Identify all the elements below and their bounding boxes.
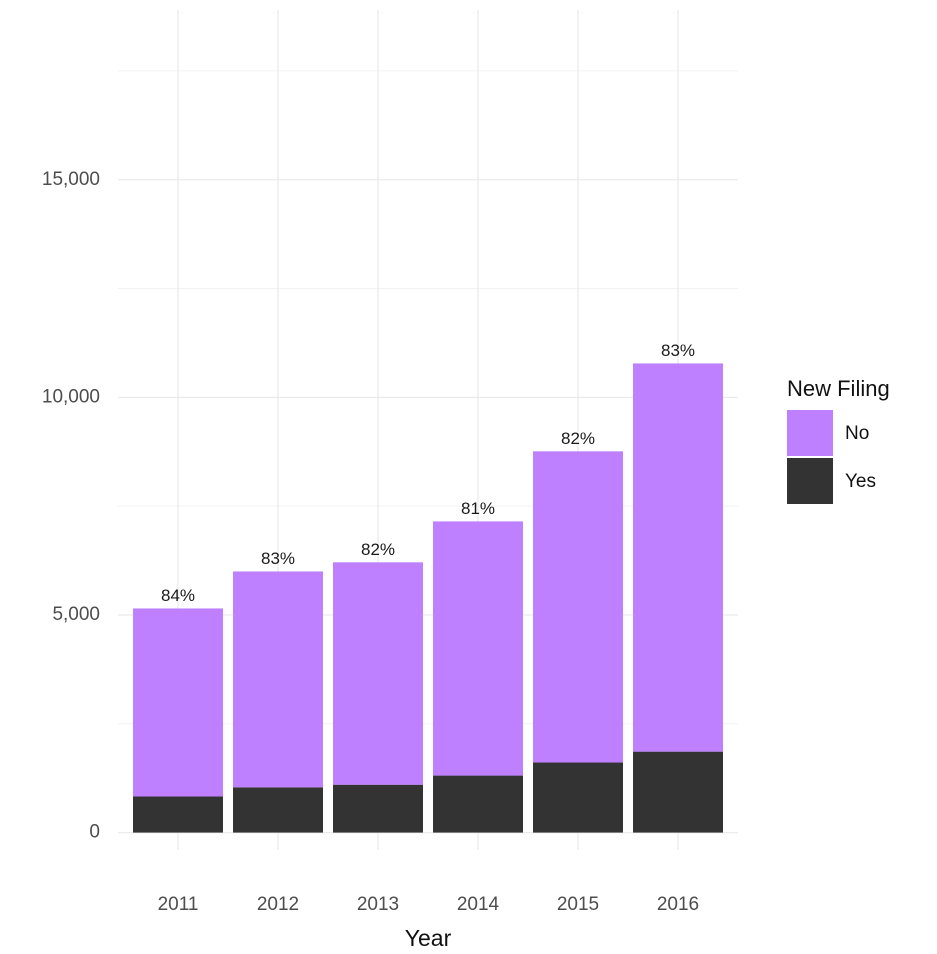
legend-label: No [845, 423, 869, 444]
bar-segment [333, 562, 423, 785]
bar-segment [233, 787, 323, 833]
data-label: 82% [361, 540, 395, 559]
bar-segment [533, 451, 623, 763]
legend-label: Yes [845, 471, 876, 492]
data-label: 81% [461, 499, 495, 518]
bar-segment [533, 762, 623, 833]
x-tick-label: 2016 [657, 894, 699, 915]
data-label: 83% [661, 341, 695, 360]
bar-segment [633, 751, 723, 833]
bar-segment [633, 363, 723, 752]
legend-swatch [787, 458, 833, 504]
data-label: 83% [261, 549, 295, 568]
legend-title: New Filing [787, 376, 890, 401]
y-tick-label: 5,000 [52, 604, 100, 625]
x-tick-label: 2011 [158, 894, 199, 915]
x-tick-label: 2015 [557, 894, 599, 915]
bar-segment [133, 796, 223, 833]
data-label: 84% [161, 586, 195, 605]
data-label: 82% [561, 429, 595, 448]
bar-segment [133, 608, 223, 797]
bar-segment [233, 571, 323, 788]
y-tick-label: 15,000 [42, 169, 100, 190]
y-tick-label: 10,000 [42, 386, 100, 407]
x-axis-label: Year [405, 925, 452, 951]
bar-segment [433, 775, 523, 833]
x-tick-label: 2012 [257, 894, 299, 915]
y-tick-label: 0 [89, 822, 100, 843]
x-tick-label: 2014 [457, 894, 500, 915]
legend-swatch [787, 410, 833, 456]
bar-segment [333, 784, 423, 833]
x-tick-label: 2013 [357, 894, 399, 915]
bar-segment [433, 521, 523, 776]
